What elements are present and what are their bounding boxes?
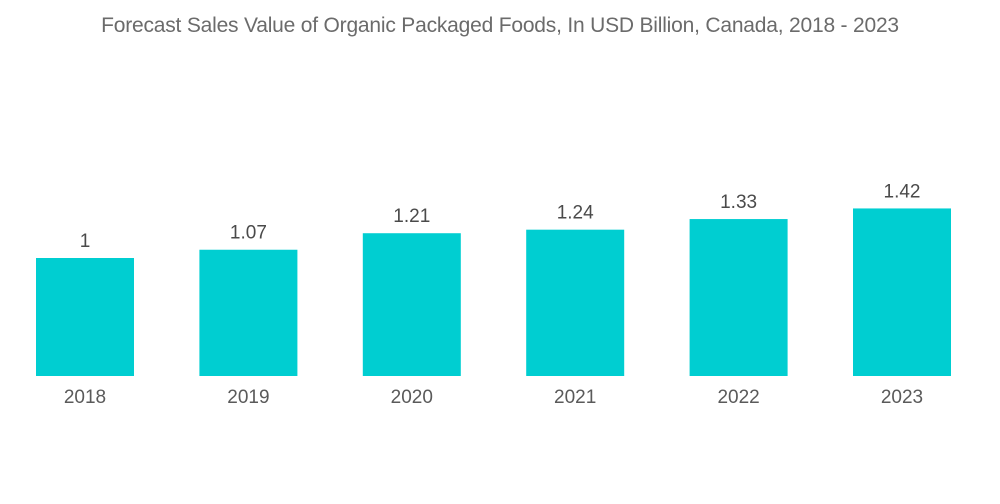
x-tick-label-2019: 2019 [227, 387, 269, 408]
data-label-2018: 1 [80, 231, 91, 252]
bar-2018 [36, 258, 134, 376]
x-tick-label-2022: 2022 [717, 387, 759, 408]
chart-title: Forecast Sales Value of Organic Packaged… [101, 14, 899, 37]
data-label-2019: 1.07 [230, 223, 267, 244]
x-tick-label-2020: 2020 [391, 387, 433, 408]
bar-2019 [199, 249, 298, 376]
bar-2023 [853, 208, 951, 376]
x-tick-label-2021: 2021 [554, 387, 596, 408]
data-label-2021: 1.24 [557, 203, 594, 224]
x-tick-label-2023: 2023 [881, 387, 923, 408]
bar-2020 [362, 233, 461, 376]
x-tick-label-2018: 2018 [64, 387, 106, 408]
data-label-2023: 1.42 [884, 181, 921, 202]
bar-2021 [526, 229, 625, 376]
data-label-2020: 1.21 [393, 206, 430, 227]
data-label-2022: 1.33 [720, 192, 757, 213]
bar-2022 [689, 219, 788, 376]
